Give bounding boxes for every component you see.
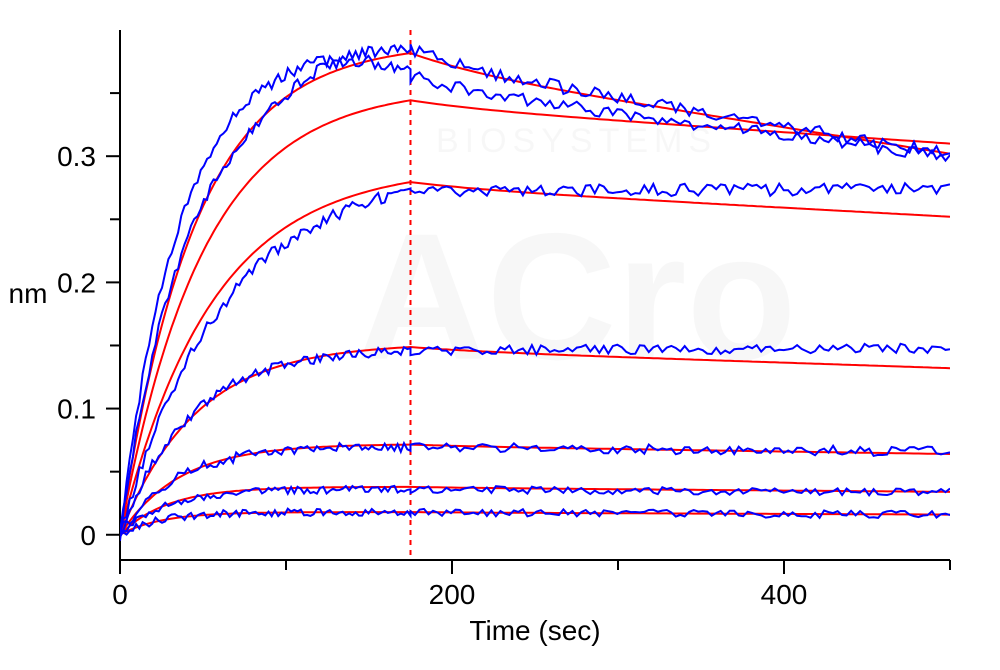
svg-text:200: 200 <box>429 579 476 610</box>
sensorgram-chart: ACro BIOSYSTEMS 0 200 400 0 0.1 0.2 0.3 Time (sec… <box>0 0 1000 670</box>
svg-text:Time (sec): Time (sec) <box>469 615 600 646</box>
svg-text:BIOSYSTEMS: BIOSYSTEMS <box>436 122 717 160</box>
svg-text:ACro: ACro <box>357 197 797 398</box>
svg-text:400: 400 <box>761 579 808 610</box>
svg-text:nm: nm <box>9 278 48 309</box>
chart-svg: ACro BIOSYSTEMS 0 200 400 0 0.1 0.2 0.3 Time (sec… <box>0 0 1000 670</box>
svg-text:0: 0 <box>112 579 128 610</box>
svg-text:0: 0 <box>80 520 96 551</box>
svg-text:0.3: 0.3 <box>57 141 96 172</box>
svg-text:0.1: 0.1 <box>57 394 96 425</box>
svg-text:0.2: 0.2 <box>57 267 96 298</box>
